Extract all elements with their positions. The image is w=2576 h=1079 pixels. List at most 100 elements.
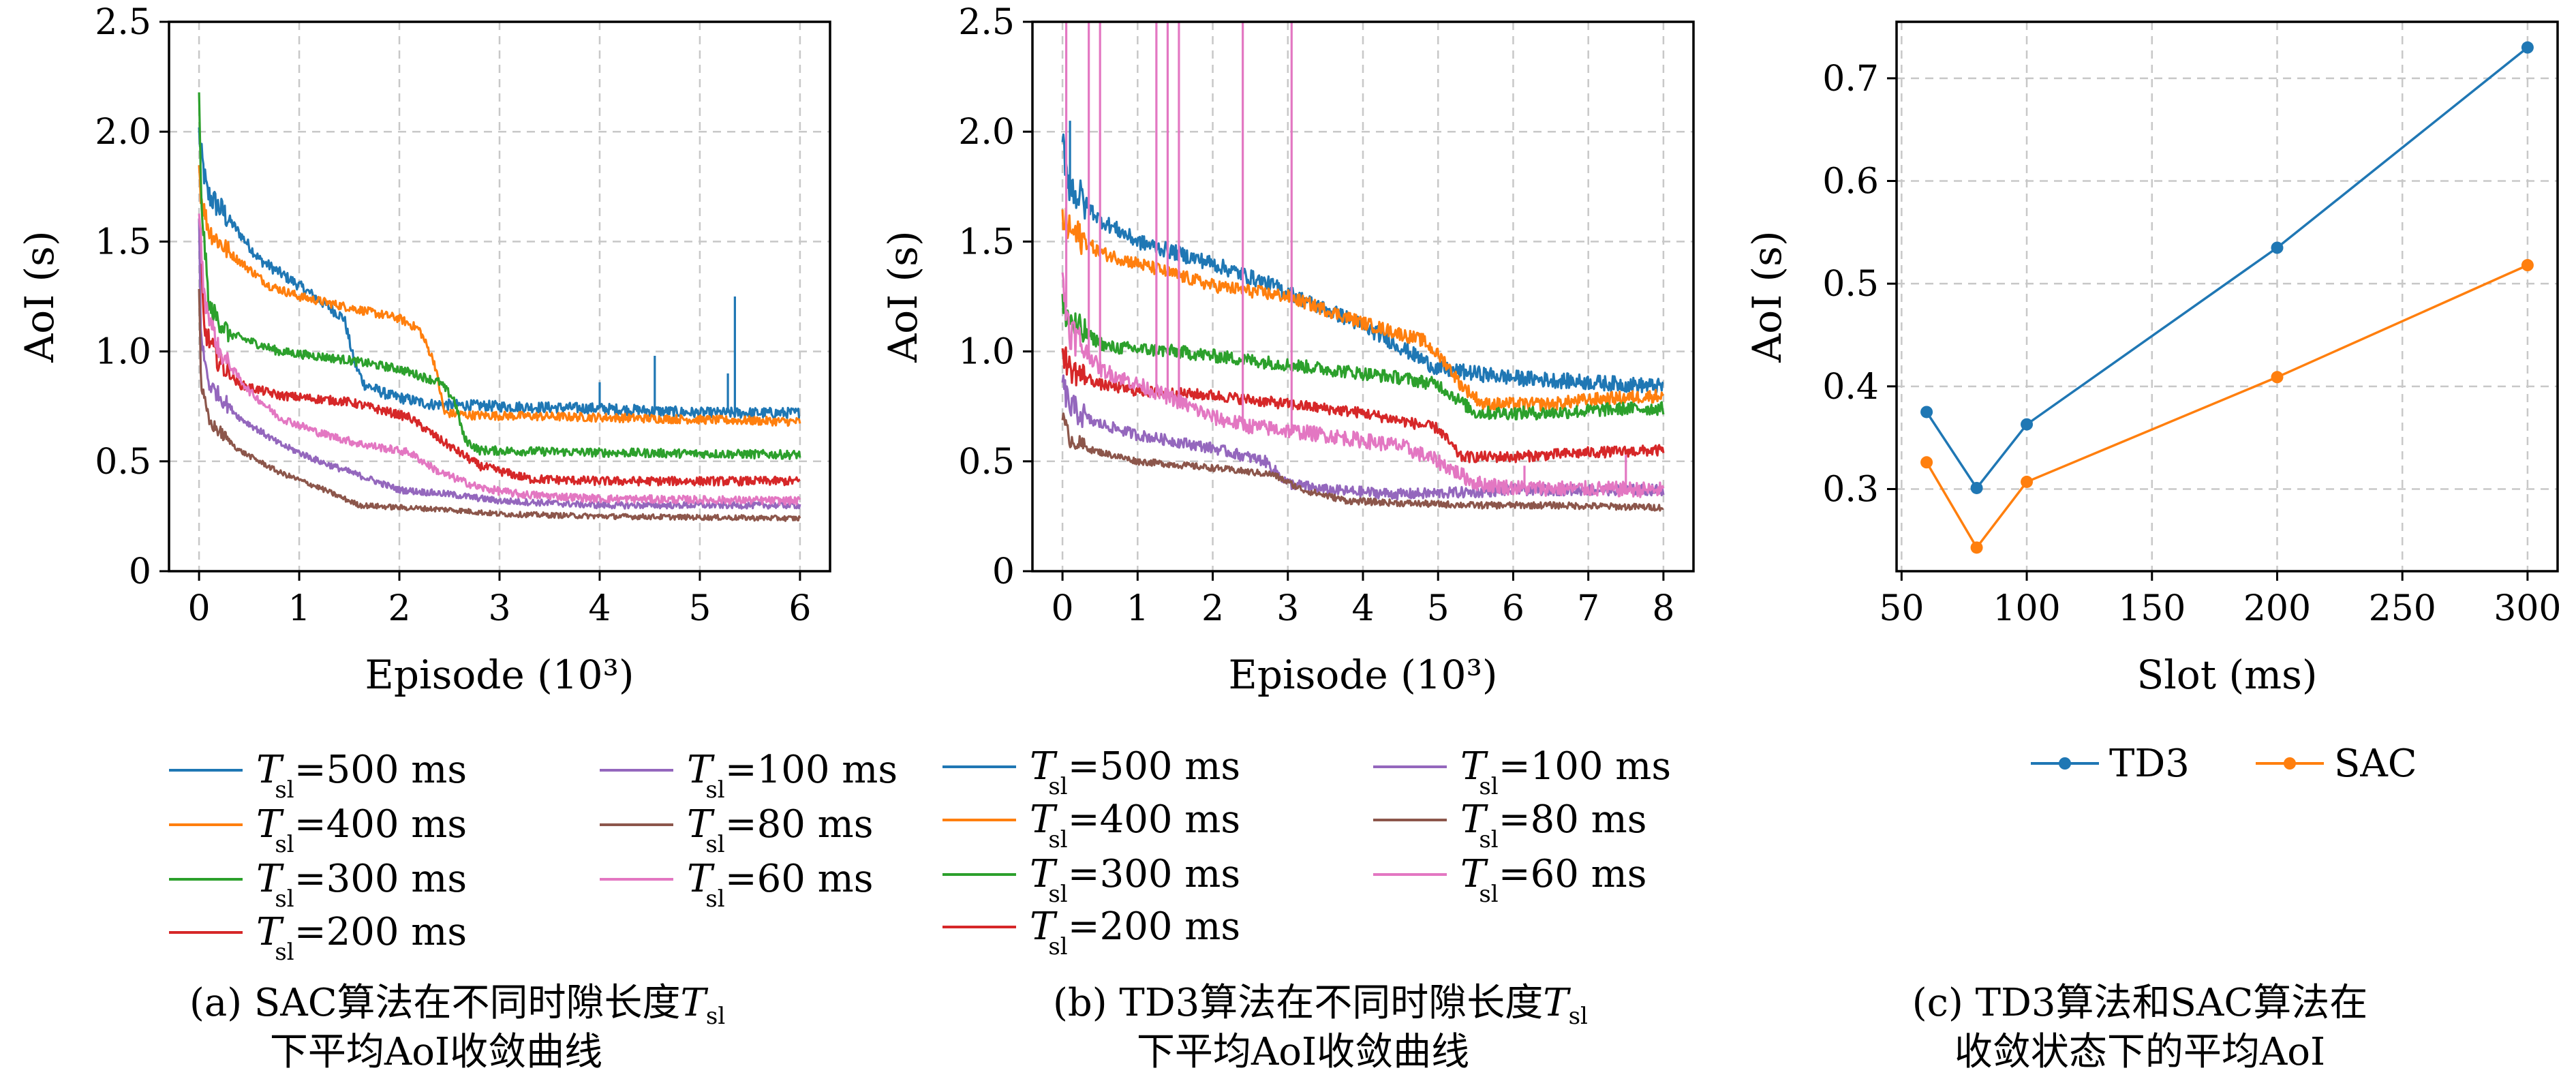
chart-b-ytick-label-4: 2.0 xyxy=(958,112,1015,153)
chart-c-frame xyxy=(1895,20,2559,573)
chart-c-ytick-label-0: 0.3 xyxy=(1822,469,1879,510)
legend-c-marker-TD3 xyxy=(2059,757,2071,770)
chart-c-point-SAC-2 xyxy=(2021,475,2034,488)
chart-c-xtick-label-0: 50 xyxy=(1879,588,1924,629)
svg-text:(a) SAC算法在不同时隙长度Tsl: (a) SAC算法在不同时隙长度Tsl xyxy=(189,981,725,1030)
chart-a-series-T60 xyxy=(198,213,801,506)
chart-a-ytick-label-0: 0 xyxy=(129,551,151,592)
chart-a-series-T300 xyxy=(198,92,801,460)
legend-a-label-T300: Tsl=300 ms xyxy=(256,857,467,913)
chart-a-ylabel: AoI (s) xyxy=(16,230,63,363)
chart-a-series-T500 xyxy=(198,127,801,420)
caption-c: (c) TD3算法和SAC算法在 收敛状态下的平均AoI xyxy=(1912,981,2367,1074)
chart-b-xtick-label-0: 0 xyxy=(1052,588,1074,629)
chart-c-ytick-label-3: 0.6 xyxy=(1822,162,1879,202)
chart-c-xtick-label-3: 200 xyxy=(2243,588,2311,629)
chart-b-xtick-label-4: 4 xyxy=(1351,588,1374,629)
legend-a-label-T100: Tsl=100 ms xyxy=(687,748,898,804)
chart-b-series-T60 xyxy=(1061,272,1665,498)
chart-c-ytick-label-2: 0.5 xyxy=(1822,264,1879,305)
caption-c-line2: 收敛状态下的平均AoI xyxy=(1954,1030,2325,1074)
caption-b-symbol: T xyxy=(1543,981,1571,1025)
chart-c-point-TD3-2 xyxy=(2021,418,2034,431)
legend-b-label-T500: Tsl=500 ms xyxy=(1030,744,1240,800)
chart-c-point-TD3-1 xyxy=(1970,481,1983,494)
chart-a-ytick-label-3: 1.5 xyxy=(95,222,151,262)
caption-b-subscript: sl xyxy=(1569,1003,1588,1030)
chart-b-xtick-label-2: 2 xyxy=(1201,588,1224,629)
legend-c-marker-SAC xyxy=(2284,757,2296,770)
chart-c-series-SAC xyxy=(1925,264,2528,550)
legend-a-label-T80: Tsl=80 ms xyxy=(687,802,874,858)
chart-a-xtick-label-5: 5 xyxy=(688,588,711,629)
legend-a-label-T400: Tsl=400 ms xyxy=(256,802,467,858)
chart-panel-b: 0 1 2 3 4 5 6 7 8 0 0.5 1.0 1.5 2.0 2.5 Episode (10³) Ao… xyxy=(880,2,1695,698)
chart-a-xtick-label-4: 4 xyxy=(588,588,611,629)
chart-b-xlabel: Episode (10³) xyxy=(1229,652,1498,698)
legend-c: TD3 SAC xyxy=(2031,742,2417,786)
chart-a-xtick-label-2: 2 xyxy=(388,588,410,629)
chart-b-ytick-label-0: 0 xyxy=(992,551,1015,592)
chart-c-series-TD3 xyxy=(1925,46,2528,490)
legend-a-label-T500: Tsl=500 ms xyxy=(256,748,467,804)
chart-c-ytick-label-4: 0.7 xyxy=(1822,59,1879,100)
chart-c-point-TD3-3 xyxy=(2271,241,2284,254)
caption-a-line1: (a) SAC算法在不同时隙长度 xyxy=(189,981,681,1025)
chart-b-series-T80 xyxy=(1061,412,1664,512)
chart-c-xtick-label-4: 250 xyxy=(2369,588,2436,629)
caption-b-line1: (b) TD3算法在不同时隙长度 xyxy=(1053,981,1543,1025)
legend-b-label-T80: Tsl=80 ms xyxy=(1460,797,1647,853)
chart-a-xlabel: Episode (10³) xyxy=(365,652,634,698)
chart-b-series-T400 xyxy=(1061,207,1664,412)
chart-c-point-TD3-4 xyxy=(2521,41,2534,54)
chart-a-xtick-label-0: 0 xyxy=(188,588,211,629)
chart-panel-a: 0 1 2 3 4 5 6 0 0.5 1.0 1.5 2.0 2.5 Episode (10³) AoI … xyxy=(16,2,831,698)
svg-text:(b) TD3算法在不同时隙长度Tsl: (b) TD3算法在不同时隙长度Tsl xyxy=(1053,981,1588,1030)
chart-b-ylabel: AoI (s) xyxy=(880,230,926,363)
chart-b-xtick-label-3: 3 xyxy=(1276,588,1299,629)
chart-c-ytick-label-1: 0.4 xyxy=(1822,367,1879,408)
chart-b-ytick-label-1: 0.5 xyxy=(958,442,1015,483)
chart-a-series-T400 xyxy=(198,165,801,427)
chart-c-xlabel: Slot (ms) xyxy=(2137,652,2318,698)
caption-b-line2: 下平均AoI收敛曲线 xyxy=(1137,1030,1469,1074)
chart-a-frame xyxy=(168,20,831,573)
chart-c-point-SAC-0 xyxy=(1920,456,1933,469)
legend-b-label-T300: Tsl=300 ms xyxy=(1030,852,1240,908)
chart-a-series-T80 xyxy=(198,288,801,522)
chart-c-ylabel: AoI (s) xyxy=(1744,230,1790,363)
chart-panel-c: 50 100 150 200 250 300 0.3 0.4 0.5 0.6 0.7 Slot (ms… xyxy=(1744,20,2562,698)
caption-a-symbol: T xyxy=(681,981,709,1025)
caption-c-line1: (c) TD3算法和SAC算法在 xyxy=(1912,981,2367,1025)
chart-a-xtick-label-3: 3 xyxy=(488,588,510,629)
chart-a-series-T100 xyxy=(198,218,801,510)
chart-a-xtick-label-6: 6 xyxy=(788,588,811,629)
caption-a-subscript: sl xyxy=(706,1003,725,1030)
caption-a-line2: 下平均AoI收敛曲线 xyxy=(270,1030,602,1074)
chart-b-xtick-label-1: 1 xyxy=(1126,588,1149,629)
chart-b-series-T300 xyxy=(1061,294,1665,421)
chart-c-point-SAC-4 xyxy=(2521,259,2534,272)
chart-b-xtick-label-5: 5 xyxy=(1427,588,1450,629)
chart-a-ytick-label-2: 1.0 xyxy=(95,332,151,373)
chart-c-point-SAC-1 xyxy=(1970,541,1983,554)
legend-b-label-T400: Tsl=400 ms xyxy=(1030,797,1240,853)
legend-a-label-T200: Tsl=200 ms xyxy=(256,910,467,966)
legend-a-label-T60: Tsl=60 ms xyxy=(687,857,874,913)
chart-c-xtick-label-5: 300 xyxy=(2494,588,2561,629)
chart-c-point-SAC-3 xyxy=(2271,371,2284,384)
chart-b-xtick-label-6: 6 xyxy=(1502,588,1524,629)
chart-a-series-T200 xyxy=(198,218,801,487)
chart-a-ytick-label-5: 2.5 xyxy=(95,2,151,43)
chart-a-ytick-label-4: 2.0 xyxy=(95,112,151,153)
chart-a-xtick-label-1: 1 xyxy=(288,588,311,629)
chart-b-ytick-label-3: 1.5 xyxy=(958,222,1015,262)
chart-b-frame xyxy=(1031,20,1695,573)
chart-c-point-TD3-0 xyxy=(1920,406,1933,419)
caption-b: (b) TD3算法在不同时隙长度Tsl 下平均AoI收敛曲线 xyxy=(1053,981,1588,1074)
chart-c-xtick-label-2: 150 xyxy=(2118,588,2186,629)
chart-b-ytick-label-2: 1.0 xyxy=(958,332,1015,373)
